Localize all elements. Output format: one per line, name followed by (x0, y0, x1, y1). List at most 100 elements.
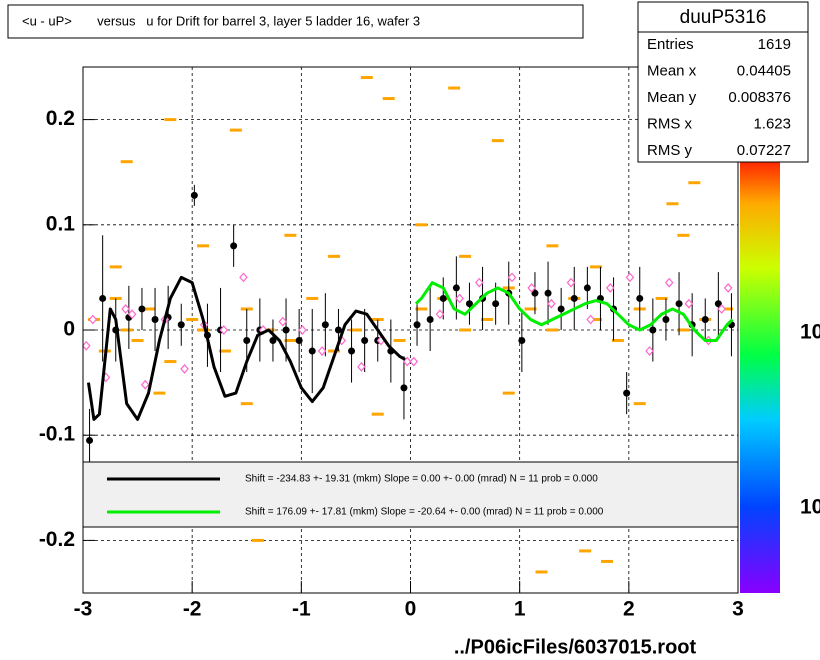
data-point (121, 304, 130, 314)
data-point (295, 337, 303, 345)
data-point (636, 294, 644, 302)
data-point (88, 314, 98, 325)
hist-cell (328, 254, 341, 258)
data-point (357, 361, 366, 372)
hist-cell (415, 307, 428, 311)
hist-cell (590, 317, 603, 321)
hist-cell (666, 202, 679, 206)
data-point (701, 315, 709, 323)
data-point (317, 346, 327, 356)
x-tick-label: -2 (183, 598, 202, 621)
hist-cell (218, 349, 231, 353)
hist-cell (186, 317, 199, 321)
data-point (334, 326, 342, 334)
data-point (138, 305, 146, 313)
stats-box (637, 1, 809, 163)
stats-title: duuP5316 (680, 7, 767, 28)
chart-title: <u - uP> versus u for Drift for barrel 3… (22, 13, 420, 28)
hist-cell (142, 307, 155, 311)
data-point (402, 356, 412, 367)
data-point (361, 337, 369, 345)
hist-cell (448, 86, 461, 90)
data-point (243, 337, 251, 345)
data-point (527, 283, 536, 293)
title-box (7, 4, 584, 39)
data-point (190, 191, 198, 199)
data-point (413, 321, 421, 329)
hist-cell (371, 412, 384, 416)
data-point (308, 347, 316, 355)
data-point (278, 316, 288, 327)
data-point (586, 314, 595, 325)
data-point (348, 347, 356, 355)
legend-label: Shift = 176.09 +- 17.81 (mkm) Slope = -2… (245, 507, 604, 518)
data-point (86, 436, 94, 444)
data-point (321, 321, 329, 329)
data-point (127, 309, 137, 320)
palette-label: 10 (800, 496, 820, 519)
plot-border (82, 66, 739, 594)
x-tick-label: -3 (74, 598, 93, 621)
x-tick-label: 1 (514, 598, 526, 621)
y-tick-label: 0 (63, 318, 75, 341)
stats-value: 0.07227 (737, 142, 791, 159)
data-point (518, 337, 526, 345)
hist-cell (284, 339, 297, 343)
stats-value: 0.04405 (737, 62, 791, 79)
hist-cell (153, 391, 166, 395)
data-point (435, 309, 445, 320)
hist-cell (524, 307, 537, 311)
hist-cell (579, 549, 592, 553)
hist-cell (131, 339, 144, 343)
data-point (557, 305, 565, 313)
x-tick-label: 0 (405, 598, 417, 621)
data-point (684, 298, 694, 309)
data-point (544, 289, 552, 297)
data-point (269, 337, 277, 345)
data-point (230, 242, 238, 250)
data-point (492, 300, 500, 308)
data-point (83, 340, 91, 351)
hist-cell (535, 570, 548, 574)
hist-cell (120, 160, 133, 164)
data-point (177, 321, 185, 329)
y-tick-label: 0.1 (46, 212, 76, 235)
hist-cell (546, 328, 559, 332)
data-point (675, 300, 683, 308)
data-point (298, 325, 307, 335)
stats-label: Mean y (647, 89, 697, 106)
data-point (645, 346, 654, 356)
stats-label: Entries (647, 36, 694, 53)
hist-cell (590, 265, 603, 269)
fit-curve (86, 275, 406, 421)
data-point (400, 384, 408, 392)
data-point (566, 277, 576, 288)
data-point (99, 294, 107, 302)
hist-cell (360, 76, 373, 80)
data-point (625, 272, 635, 283)
hist-cell (688, 181, 701, 185)
hist-cell (480, 317, 493, 321)
data-point (452, 284, 460, 292)
hist-cell (382, 97, 395, 101)
data-point (531, 289, 539, 297)
data-point (409, 356, 419, 367)
hist-cell (328, 349, 341, 353)
y-tick-label: -0.2 (39, 528, 75, 551)
data-point (662, 315, 670, 323)
legend (82, 461, 739, 528)
stats-label: RMS y (647, 142, 693, 159)
data-point (664, 277, 674, 288)
hist-cell (229, 128, 242, 132)
fit-curve (414, 281, 734, 343)
hist-cell (415, 223, 428, 227)
hist-cell (284, 233, 297, 237)
palette-label: 10 (800, 321, 820, 344)
data-point (282, 326, 290, 334)
stats-value: 1.623 (753, 115, 791, 132)
data-point (714, 300, 722, 308)
x-tick-label: -1 (292, 598, 311, 621)
data-point (474, 277, 484, 288)
hist-cell (197, 328, 210, 332)
